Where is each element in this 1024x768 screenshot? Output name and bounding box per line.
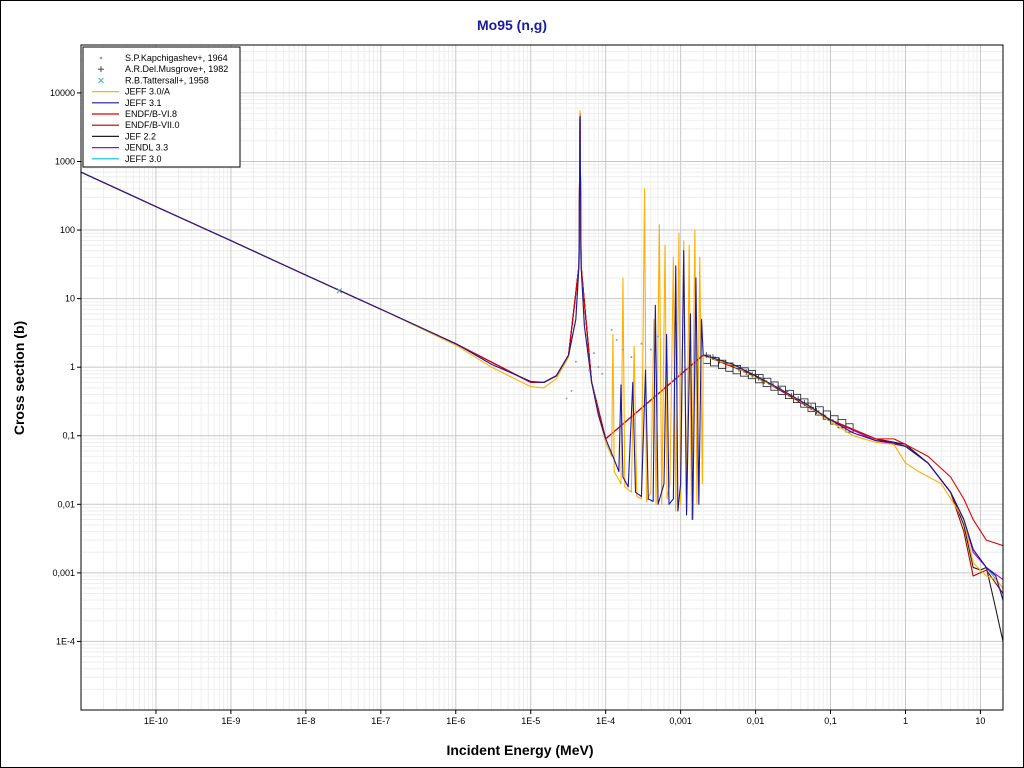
x-tick-label: 10	[975, 716, 985, 726]
x-tick-label: 1	[903, 716, 908, 726]
y-tick-label: 1	[70, 362, 75, 372]
data-point	[657, 335, 660, 338]
y-tick-label: 100	[60, 225, 75, 235]
data-point	[808, 404, 815, 411]
data-point	[597, 366, 600, 369]
data-point	[574, 360, 577, 363]
legend-label: ENDF/B-VII.0	[125, 120, 180, 130]
x-tick-label: 1E-5	[521, 716, 540, 726]
data-point	[601, 372, 604, 375]
markers-group	[336, 287, 834, 423]
data-point	[615, 338, 618, 341]
chart-title: Mo95 (n,g)	[477, 17, 547, 33]
y-axis-title: Cross section (b)	[11, 321, 27, 435]
x-tick-label: 1E-4	[596, 716, 615, 726]
data-point	[610, 328, 613, 331]
y-tick-labels: 1E-4 0,001 0,01 0,1 1 10 100 1000 10000	[50, 88, 75, 647]
x-tick-labels: 1E-10 1E-9 1E-8 1E-7 1E-6 1E-5 1E-4 0,001 0,01 0,…	[144, 716, 986, 726]
data-point	[775, 384, 782, 391]
x-tick-label: 0,01	[747, 716, 765, 726]
plot-clip	[81, 110, 1003, 642]
y-tick-label: 0,01	[57, 499, 75, 509]
data-point	[782, 388, 789, 395]
y-tick-label: 0,001	[52, 568, 75, 578]
data-point	[565, 397, 568, 400]
legend-swatch	[98, 77, 104, 84]
data-point	[722, 360, 729, 367]
legend-label: JEFF 3.0	[125, 154, 162, 164]
data-point	[703, 352, 710, 359]
data-point	[795, 396, 802, 403]
data-point	[735, 365, 742, 372]
x-tick-label: 1E-7	[371, 716, 390, 726]
data-point	[649, 348, 652, 351]
x-tick-label: 1E-8	[296, 716, 315, 726]
legend-label: JEFF 3.1	[125, 98, 162, 108]
legend: S.P.Kapchigashev+, 1964A.R.Del.Musgrove+…	[82, 46, 241, 168]
data-point	[788, 392, 795, 399]
y-tick-label: 1000	[55, 156, 75, 166]
legend-label: JENDL 3.3	[125, 143, 168, 153]
data-point	[588, 369, 591, 372]
data-point	[755, 374, 762, 381]
data-point	[593, 352, 596, 355]
data-point	[709, 354, 716, 361]
y-tick-label: 10000	[50, 88, 75, 98]
data-point	[630, 356, 633, 359]
legend-label: JEF 2.2	[125, 131, 156, 141]
legend-label: ENDF/B-VI.8	[125, 109, 177, 119]
data-point	[801, 400, 808, 407]
legend-label: JEFF 3.0/A	[125, 87, 170, 97]
legend-label: S.P.Kapchigashev+, 1964	[125, 53, 228, 63]
x-tick-label: 1E-9	[221, 716, 240, 726]
data-point	[813, 407, 820, 414]
x-axis-title: Incident Energy (MeV)	[446, 742, 593, 758]
data-point	[640, 342, 643, 345]
y-tick-label: 10	[65, 294, 75, 304]
legend-label: R.B.Tattersall+, 1958	[125, 75, 209, 85]
y-tick-label: 0,1	[62, 431, 75, 441]
data-point	[749, 371, 756, 378]
series-line	[81, 116, 1003, 601]
data-point	[761, 377, 768, 384]
legend-swatch	[98, 66, 104, 73]
legend-label: A.R.Del.Musgrove+, 1982	[125, 64, 228, 74]
histogram-bin	[845, 423, 854, 433]
data-point	[621, 348, 624, 351]
data-point	[820, 412, 827, 419]
x-tick-label: 1E-10	[144, 716, 168, 726]
data-point	[730, 362, 737, 369]
data-point	[716, 357, 723, 364]
data-point	[570, 389, 573, 392]
x-tick-label: 0,001	[669, 716, 692, 726]
legend-swatch	[99, 56, 103, 60]
data-point	[336, 287, 343, 294]
x-tick-label: 1E-6	[446, 716, 465, 726]
y-tick-label: 1E-4	[56, 636, 75, 646]
data-point	[767, 380, 774, 387]
data-point	[827, 416, 834, 423]
plot-border	[80, 44, 1004, 711]
data-point	[743, 369, 750, 376]
x-tick-label: 0,1	[824, 716, 837, 726]
